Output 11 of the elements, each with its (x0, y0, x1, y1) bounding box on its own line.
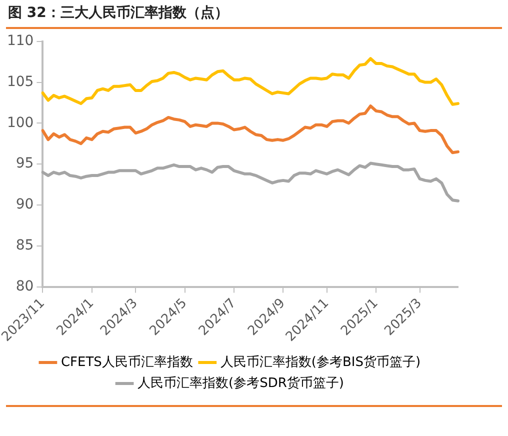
y-tick-label: 110 (6, 33, 34, 50)
y-tick-label: 85 (16, 238, 34, 254)
chart-title: 图 32：三大人民币汇率指数（点） (8, 4, 228, 22)
legend-label: CFETS人民币汇率指数 (60, 354, 193, 370)
y-tick-label: 105 (6, 74, 34, 90)
y-tick-label: 80 (16, 278, 34, 294)
y-tick-label: 90 (16, 196, 34, 213)
legend-label: 人民币汇率指数(参考SDR货币篮子) (138, 374, 344, 391)
y-tick-label: 100 (6, 114, 34, 131)
legend-label: 人民币汇率指数(参考BIS货币篮子) (220, 354, 421, 370)
y-tick-label: 95 (16, 156, 34, 172)
